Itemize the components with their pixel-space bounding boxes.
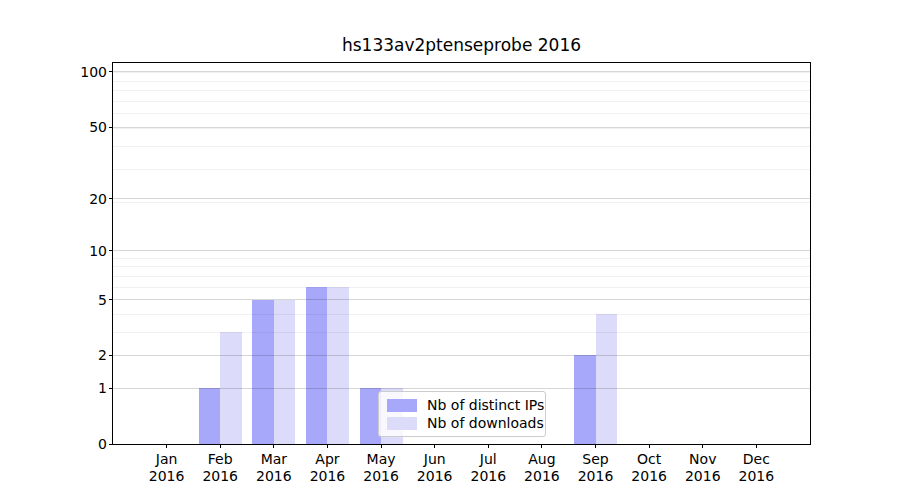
- grid-line-major: [113, 127, 810, 128]
- grid-line-minor: [113, 169, 810, 170]
- y-tick-label: 50: [0, 118, 107, 136]
- grid-line-minor: [113, 101, 810, 102]
- grid-line-minor: [113, 128, 810, 129]
- x-tick-mark: [273, 444, 274, 448]
- y-tick-label: 100: [0, 63, 107, 81]
- grid-line-minor: [113, 332, 810, 333]
- legend-item-downloads: Nb of downloads: [387, 415, 539, 431]
- bar-distinct-ips-feb: [199, 388, 220, 444]
- grid-line-minor: [113, 146, 810, 147]
- bar-distinct-ips-mar: [252, 300, 273, 444]
- grid-line-minor: [113, 90, 810, 91]
- bar-downloads-sep: [596, 314, 617, 444]
- x-tick-label: Jan 2016: [137, 451, 197, 485]
- legend: Nb of distinct IPs Nb of downloads: [378, 391, 546, 437]
- y-tick-mark: [109, 71, 113, 72]
- chart-title: hs133av2ptenseprobe 2016: [113, 35, 810, 55]
- x-tick-mark: [166, 444, 167, 448]
- y-tick-mark: [109, 250, 113, 251]
- x-tick-label: Nov 2016: [673, 451, 733, 485]
- x-tick-label: Apr 2016: [297, 451, 357, 485]
- x-tick-label: Sep 2016: [566, 451, 626, 485]
- grid-line-minor: [113, 276, 810, 277]
- x-tick-mark: [649, 444, 650, 448]
- grid-line-major: [113, 198, 810, 199]
- y-tick-mark: [109, 127, 113, 128]
- y-tick-mark: [109, 299, 113, 300]
- bar-downloads-apr: [327, 287, 348, 444]
- bar-downloads-mar: [274, 300, 295, 444]
- y-tick-mark: [109, 198, 113, 199]
- x-tick-label: Jun 2016: [405, 451, 465, 485]
- x-tick-mark: [220, 444, 221, 448]
- y-tick-label: 5: [0, 291, 107, 309]
- x-tick-mark: [434, 444, 435, 448]
- legend-swatch-downloads: [387, 417, 417, 430]
- x-tick-mark: [756, 444, 757, 448]
- grid-line-minor: [113, 287, 810, 288]
- grid-line-major: [113, 355, 810, 356]
- x-tick-label: Aug 2016: [512, 451, 572, 485]
- x-tick-mark: [541, 444, 542, 448]
- legend-label-distinct-ips: Nb of distinct IPs: [427, 397, 544, 413]
- grid-line-minor: [113, 81, 810, 82]
- x-tick-mark: [702, 444, 703, 448]
- grid-line-minor: [113, 314, 810, 315]
- grid-line-minor: [113, 202, 810, 203]
- y-tick-label: 20: [0, 190, 107, 208]
- grid-line-major: [113, 388, 810, 389]
- plot-area: Nb of distinct IPs Nb of downloads: [113, 63, 810, 444]
- x-tick-mark: [595, 444, 596, 448]
- y-tick-label: 0: [0, 435, 107, 453]
- x-tick-mark: [327, 444, 328, 448]
- y-tick-label: 2: [0, 346, 107, 364]
- grid-line-minor: [113, 113, 810, 114]
- y-tick-label: 1: [0, 379, 107, 397]
- grid-line-major: [113, 250, 810, 251]
- y-tick-label: 10: [0, 242, 107, 260]
- y-tick-mark: [109, 355, 113, 356]
- grid-line-major: [113, 71, 810, 72]
- x-tick-mark: [488, 444, 489, 448]
- grid-line-minor: [113, 258, 810, 259]
- y-tick-mark: [109, 444, 113, 445]
- y-tick-mark: [109, 388, 113, 389]
- x-tick-label: Dec 2016: [726, 451, 786, 485]
- x-tick-label: Jul 2016: [458, 451, 518, 485]
- grid-line-major: [113, 299, 810, 300]
- x-tick-label: May 2016: [351, 451, 411, 485]
- bar-distinct-ips-apr: [306, 287, 327, 444]
- bar-distinct-ips-sep: [574, 355, 595, 444]
- x-tick-label: Oct 2016: [619, 451, 679, 485]
- x-tick-label: Feb 2016: [190, 451, 250, 485]
- grid-line-minor: [113, 266, 810, 267]
- legend-item-distinct-ips: Nb of distinct IPs: [387, 397, 539, 413]
- legend-label-downloads: Nb of downloads: [427, 415, 544, 431]
- legend-swatch-distinct-ips: [387, 399, 417, 412]
- chart-figure: hs133av2ptenseprobe 2016 Nb of distinct …: [0, 0, 900, 500]
- x-tick-mark: [381, 444, 382, 448]
- x-tick-label: Mar 2016: [244, 451, 304, 485]
